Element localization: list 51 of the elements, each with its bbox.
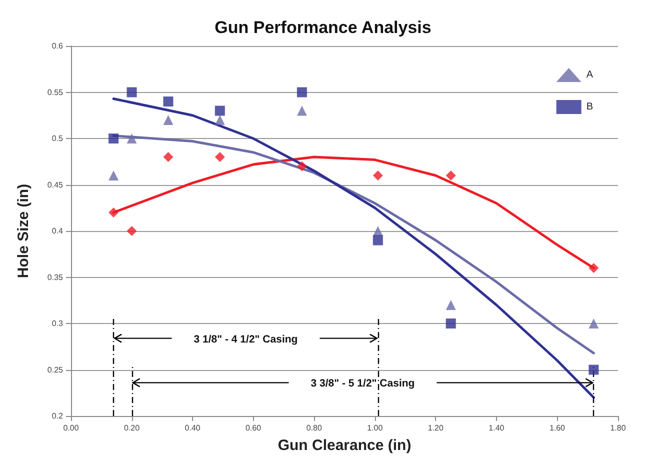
line-series — [112, 97, 595, 399]
y-tick-label: 0.45 — [47, 180, 64, 190]
x-tick-label: 1.20 — [428, 424, 444, 432]
y-tick-label: 0.5 — [52, 134, 64, 143]
x-tick-label: 1.00 — [367, 424, 384, 432]
point — [372, 226, 383, 236]
y-tick-label: 0.55 — [47, 88, 64, 97]
annotation: 3 3/8" - 5 1/2" Casing — [310, 378, 415, 390]
point — [296, 161, 307, 172]
y-tick-label: 0.35 — [47, 272, 64, 282]
point — [446, 170, 456, 180]
point — [446, 300, 456, 310]
point — [163, 152, 174, 162]
point — [372, 170, 383, 180]
point — [214, 106, 225, 116]
y-tick-label: 0.6 — [52, 42, 64, 50]
x-tick-label: 0.00 — [63, 424, 80, 432]
point — [108, 134, 119, 144]
point — [126, 134, 137, 144]
x-tick-label: 0.40 — [184, 424, 201, 432]
point — [163, 115, 174, 125]
point — [588, 318, 599, 328]
point — [296, 106, 307, 116]
point — [126, 226, 137, 236]
x-tick-label: 1.60 — [549, 424, 566, 432]
y-tick-label: 0.2 — [52, 412, 64, 420]
y-tick-label: 0.4 — [52, 226, 64, 236]
y-tick-label: 0.3 — [52, 319, 64, 328]
point — [296, 87, 307, 98]
y-tick-label: 0.25 — [47, 365, 64, 374]
legend-label: A — [586, 70, 594, 80]
point — [126, 87, 137, 98]
point — [163, 96, 174, 106]
point — [214, 152, 225, 162]
x-axis-title: Gun Clearance (in) — [278, 437, 412, 454]
point — [108, 170, 119, 180]
x-tick-label: 0.20 — [124, 424, 140, 432]
annotation: 3 1/8" - 4 1/2" Casing — [194, 333, 298, 346]
x-tick-label: 1.80 — [610, 424, 626, 432]
legend-label: B — [586, 102, 594, 112]
point — [588, 364, 599, 375]
chart-title: Gun Performance Analysis — [214, 18, 432, 37]
x-tick-label: 0.80 — [306, 424, 322, 432]
point — [588, 263, 599, 273]
x-tick-label: 0.60 — [246, 424, 262, 432]
point — [372, 235, 383, 246]
x-tick-label: 1.40 — [488, 424, 505, 432]
point — [108, 208, 119, 218]
point — [214, 115, 225, 125]
y-axis-title: Hole Size (in) — [15, 184, 32, 278]
point — [446, 318, 456, 328]
